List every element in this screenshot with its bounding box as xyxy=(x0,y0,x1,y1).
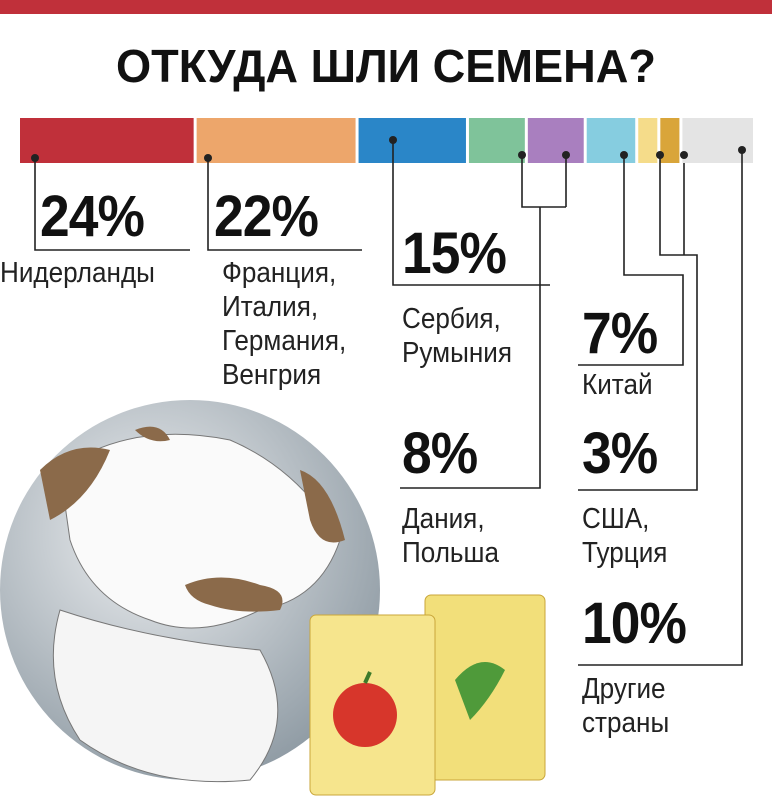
leader-line xyxy=(207,158,362,251)
leader-dot xyxy=(518,151,526,159)
percent-label: 24% xyxy=(40,184,145,249)
bar-segment xyxy=(638,118,658,163)
top-stripe xyxy=(0,0,772,14)
leader-line xyxy=(392,140,550,286)
bar-segment xyxy=(660,118,680,163)
leader-line xyxy=(578,150,743,666)
percent-label: 22% xyxy=(214,184,319,249)
percent-label: 7% xyxy=(582,301,658,366)
group-name: Дания, Польша xyxy=(402,503,499,569)
leader-dot xyxy=(204,154,212,162)
leader-line xyxy=(34,158,190,251)
leader-dot xyxy=(680,151,688,159)
leader-dot xyxy=(656,151,664,159)
leader-dot xyxy=(389,136,397,144)
leader-line xyxy=(578,155,698,491)
group-name: Франция, Италия, Германия, Венгрия xyxy=(222,257,347,391)
chart-title: ОТКУДА ШЛИ СЕМЕНА? xyxy=(116,40,656,92)
percent-label: 8% xyxy=(402,421,478,486)
seed-packets xyxy=(309,594,546,796)
group-name: Сербия, Румыния xyxy=(402,303,512,369)
percent-label: 10% xyxy=(582,591,687,656)
leader-dot xyxy=(620,151,628,159)
percent-label: 3% xyxy=(582,421,658,486)
group-name: США, Турция xyxy=(582,503,668,569)
bar-segment xyxy=(468,118,525,163)
bar-segment xyxy=(358,118,466,163)
bar-segment xyxy=(586,118,636,163)
globe xyxy=(0,400,380,783)
group-name: Нидерланды xyxy=(0,257,155,289)
leader-dot xyxy=(738,146,746,154)
bar-segment xyxy=(527,118,584,163)
leader-line xyxy=(578,155,684,366)
leader-dot xyxy=(562,151,570,159)
bar-segment xyxy=(20,118,194,163)
percent-label: 15% xyxy=(402,221,507,286)
bar-segment xyxy=(196,118,356,163)
group-name: Китай xyxy=(582,369,653,401)
leader-line xyxy=(400,155,567,489)
group-name: Другие страны xyxy=(582,673,670,739)
leader-dot xyxy=(31,154,39,162)
